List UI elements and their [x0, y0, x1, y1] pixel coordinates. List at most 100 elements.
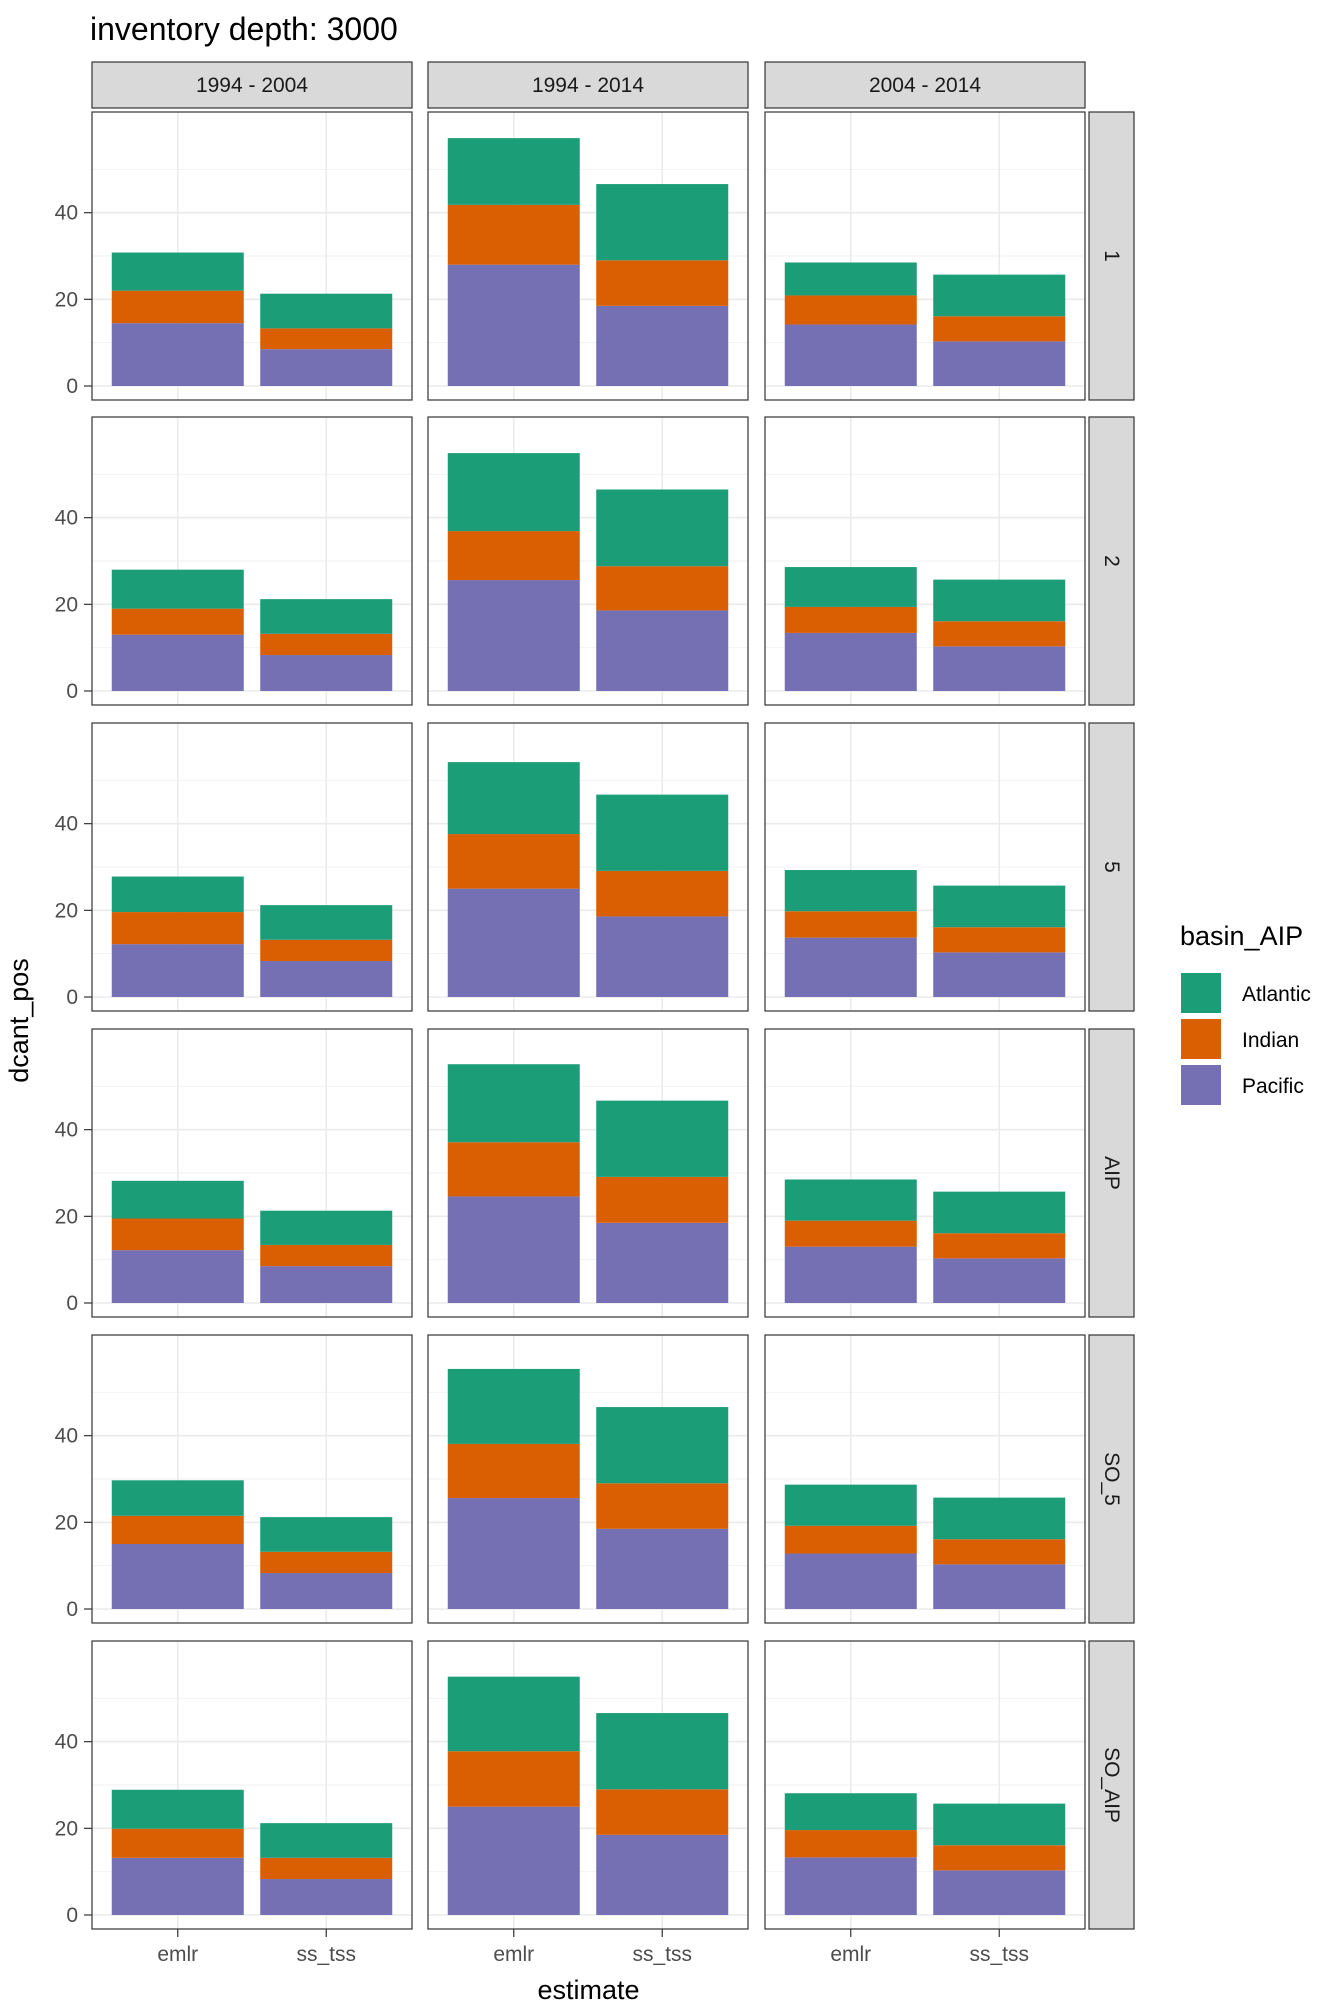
bar-segment-atlantic: [933, 579, 1066, 622]
bar-segment-indian: [111, 290, 244, 324]
y-tick-label: 40: [55, 202, 78, 225]
legend-key-indian: [1181, 1019, 1221, 1059]
bar-segment-pacific: [111, 1544, 244, 1609]
facet-panel: [427, 111, 749, 401]
bar-segment-pacific: [784, 324, 917, 386]
bar-segment-pacific: [447, 1498, 580, 1609]
bar-segment-indian: [111, 1218, 244, 1251]
bar-segment-indian: [784, 295, 917, 325]
row-strip-label: 1: [1100, 250, 1123, 262]
panel-border: [427, 111, 749, 401]
facet-panel: [764, 416, 1086, 706]
bar-segment-pacific: [111, 944, 244, 997]
row-strip: 2: [1088, 416, 1135, 706]
bar-segment-atlantic: [260, 1210, 393, 1245]
bar-segment-atlantic: [260, 1517, 393, 1552]
bar-segment-pacific: [784, 1553, 917, 1609]
bar-segment-pacific: [784, 1857, 917, 1915]
bar-segment-indian: [111, 608, 244, 635]
panel-border: [91, 722, 413, 1012]
bar-segment-pacific: [447, 580, 580, 691]
bar-segment-pacific: [111, 634, 244, 691]
bar-segment-atlantic: [447, 453, 580, 532]
row-strip: AIP: [1088, 1028, 1135, 1318]
bar-segment-atlantic: [596, 794, 729, 871]
bar-segment-indian: [784, 1220, 917, 1247]
x-tick-label: emlr: [830, 1943, 871, 1966]
bar-segment-atlantic: [111, 1789, 244, 1829]
bar-segment-pacific: [111, 1857, 244, 1915]
bar-segment-pacific: [260, 349, 393, 386]
bar-segment-pacific: [260, 1573, 393, 1609]
column-strip: 2004 - 2014: [764, 61, 1086, 109]
legend-title: basin_AIP: [1180, 921, 1303, 951]
panel-border: [764, 722, 1086, 1012]
row-strip-background: [1088, 111, 1135, 401]
panel-border: [764, 111, 1086, 401]
facet-panel: [764, 1334, 1086, 1624]
bar-segment-atlantic: [447, 1676, 580, 1752]
y-tick-label: 0: [66, 680, 78, 703]
bar-segment-indian: [447, 1142, 580, 1197]
bar-segment-pacific: [260, 655, 393, 691]
bar-segment-indian: [447, 1443, 580, 1499]
legend-key-pacific: [1181, 1065, 1221, 1105]
bar-segment-pacific: [933, 341, 1066, 386]
x-axis-title: estimate: [537, 1975, 639, 2005]
bar-segment-atlantic: [111, 1180, 244, 1219]
bar-segment-atlantic: [260, 1823, 393, 1858]
bar-segment-atlantic: [260, 599, 393, 634]
panel-border: [91, 416, 413, 706]
bar-segment-atlantic: [933, 274, 1066, 317]
bar-segment-atlantic: [933, 1497, 1066, 1540]
bar-segment-pacific: [933, 952, 1066, 997]
bar-segment-indian: [596, 1483, 729, 1529]
facet-panel: [764, 111, 1086, 401]
bar-segment-atlantic: [111, 1480, 244, 1516]
column-strip-label: 2004 - 2014: [869, 74, 981, 97]
facet-panel: [91, 111, 413, 401]
bar-segment-indian: [784, 1525, 917, 1554]
bar-segment-pacific: [260, 961, 393, 997]
y-tick-label: 0: [66, 1904, 78, 1927]
bar-segment-atlantic: [933, 885, 1066, 928]
bar-segment-atlantic: [784, 262, 917, 296]
bar-segment-atlantic: [260, 293, 393, 329]
y-tick-label: 20: [55, 593, 78, 616]
facet-panel: [427, 416, 749, 706]
bar-segment-indian: [447, 204, 580, 265]
panel-border: [764, 416, 1086, 706]
bar-segment-pacific: [596, 305, 729, 386]
chart-title: inventory depth: 3000: [90, 11, 398, 47]
bar-segment-atlantic: [784, 1793, 917, 1831]
y-tick-label: 40: [55, 1425, 78, 1448]
y-tick-label: 20: [55, 1511, 78, 1534]
y-axis-title: dcant_pos: [4, 958, 34, 1083]
column-strip: 1994 - 2004: [91, 61, 413, 109]
bar-segment-pacific: [596, 610, 729, 691]
bar-segment-atlantic: [447, 762, 580, 835]
row-strip-background: [1088, 722, 1135, 1012]
bar-segment-pacific: [596, 1222, 729, 1303]
y-tick-label: 40: [55, 1731, 78, 1754]
y-tick-label: 0: [66, 1292, 78, 1315]
facet-panel: [427, 1028, 749, 1318]
facet-panel: [91, 1640, 413, 1930]
bar-segment-atlantic: [784, 1484, 917, 1526]
panel-border: [764, 1334, 1086, 1624]
bar-segment-indian: [260, 633, 393, 656]
bar-segment-indian: [596, 1176, 729, 1223]
bar-segment-indian: [784, 1830, 917, 1858]
bar-segment-atlantic: [784, 1179, 917, 1221]
row-strip-label: SO_5: [1100, 1452, 1123, 1506]
facet-panel: [427, 1334, 749, 1624]
bar-segment-indian: [596, 566, 729, 611]
facet-panel: [764, 1640, 1086, 1930]
row-strip: SO_5: [1088, 1334, 1135, 1624]
bar-segment-pacific: [784, 937, 917, 997]
bar-segment-indian: [933, 1845, 1066, 1871]
bar-segment-atlantic: [933, 1803, 1066, 1846]
y-tick-label: 40: [55, 507, 78, 530]
bar-segment-indian: [260, 939, 393, 962]
bar-segment-atlantic: [447, 1064, 580, 1143]
